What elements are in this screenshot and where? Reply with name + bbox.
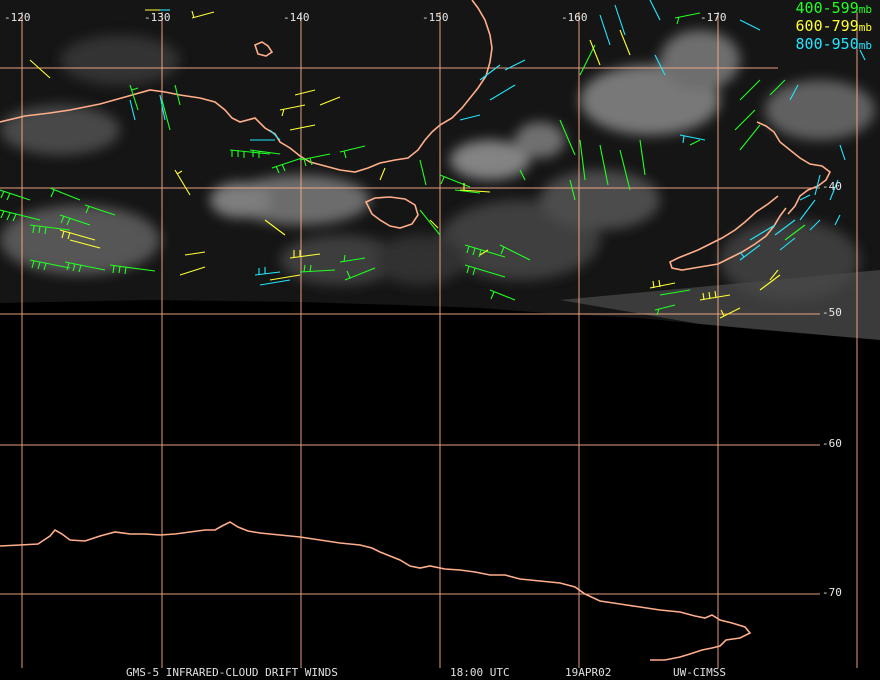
legend-label: 800-950 xyxy=(795,35,859,53)
legend-item-800-950: 800-950mb xyxy=(796,36,872,54)
lon-label-120: -120 xyxy=(4,11,31,24)
wind-barbs-400-599 xyxy=(0,12,806,316)
wind-barbs-800-950 xyxy=(129,0,866,286)
australia-coastline xyxy=(0,0,493,173)
pressure-legend: 400-599mb 600-799mb 800-950mb xyxy=(796,0,872,54)
lat-label-50: -50 xyxy=(822,306,842,319)
legend-label: 400-599 xyxy=(795,0,859,17)
observation-time: 18:00 UTC xyxy=(450,666,510,679)
lat-label-60: -60 xyxy=(822,437,842,450)
graticule-labels: -120 -130 -140 -150 -160 -170 -40 -50 -6… xyxy=(4,11,842,599)
lat-label-40: -40 xyxy=(822,180,842,193)
legend-unit: mb xyxy=(858,3,872,16)
ruapehu-island xyxy=(254,41,274,57)
new-zealand-north xyxy=(756,121,832,215)
lon-label-170: -170 xyxy=(700,11,727,24)
lon-label-130: -130 xyxy=(144,11,171,24)
lon-label-140: -140 xyxy=(283,11,310,24)
legend-unit: mb xyxy=(858,21,872,34)
product-name: GMS-5 INFRARED-CLOUD DRIFT WINDS xyxy=(126,666,338,679)
tasmania-coastline xyxy=(364,196,419,229)
legend-unit: mb xyxy=(858,39,872,52)
legend-label: 600-799 xyxy=(795,17,859,35)
legend-item-600-799: 600-799mb xyxy=(796,18,872,36)
lon-label-150: -150 xyxy=(422,11,449,24)
legend-item-400-599: 400-599mb xyxy=(796,0,872,18)
data-source: UW-CIMSS xyxy=(673,666,726,679)
observation-date: 19APR02 xyxy=(565,666,612,679)
coastlines xyxy=(0,0,832,661)
new-zealand-south xyxy=(669,195,787,271)
wind-barbs-600-799 xyxy=(29,9,781,319)
lon-label-160: -160 xyxy=(561,11,588,24)
antarctica-coastline xyxy=(0,521,752,661)
graticule xyxy=(0,12,858,668)
lat-label-70: -70 xyxy=(822,586,842,599)
